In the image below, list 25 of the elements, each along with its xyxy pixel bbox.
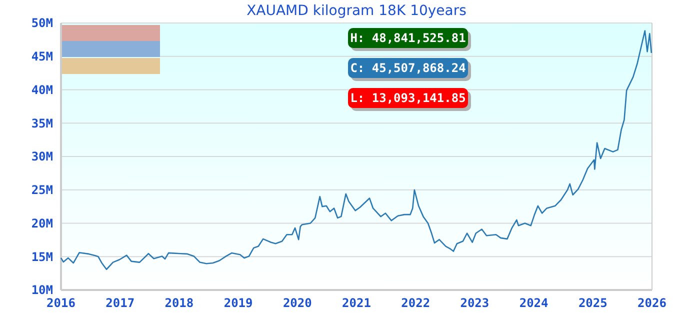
y-tick-label: 25M	[31, 183, 53, 198]
y-tick-label: 50M	[31, 16, 53, 30]
x-tick-label: 2021	[342, 296, 371, 310]
x-tick-label: 2025	[578, 296, 608, 310]
x-tick-label: 2026	[638, 296, 666, 310]
annotation: C: 45,507,868.24	[350, 61, 466, 76]
x-tick-label: 2024	[519, 296, 548, 310]
y-tick-label: 30M	[31, 150, 53, 164]
y-tick-label: 45M	[31, 50, 53, 64]
annotation: H: 48,841,525.81	[350, 31, 466, 46]
y-tick-label: 10M	[31, 283, 53, 298]
x-tick-label: 2022	[401, 296, 430, 310]
x-tick-label: 2016	[46, 296, 76, 310]
x-tick-label: 2018	[164, 296, 194, 310]
y-tick-label: 40M	[31, 82, 53, 97]
y-tick-label: 20M	[31, 216, 53, 230]
x-tick-label: 2020	[282, 296, 312, 310]
x-tick-label: 2019	[224, 296, 253, 310]
x-tick-label: 2017	[106, 296, 135, 310]
y-tick-label: 15M	[31, 250, 53, 264]
chart-title: XAUAMD kilogram 18K 10years	[246, 3, 466, 19]
y-tick-label: 35M	[31, 116, 53, 130]
line-series	[60, 30, 652, 270]
annotation: L: 13,093,141.85	[350, 91, 466, 106]
x-tick-label: 2023	[460, 296, 490, 310]
